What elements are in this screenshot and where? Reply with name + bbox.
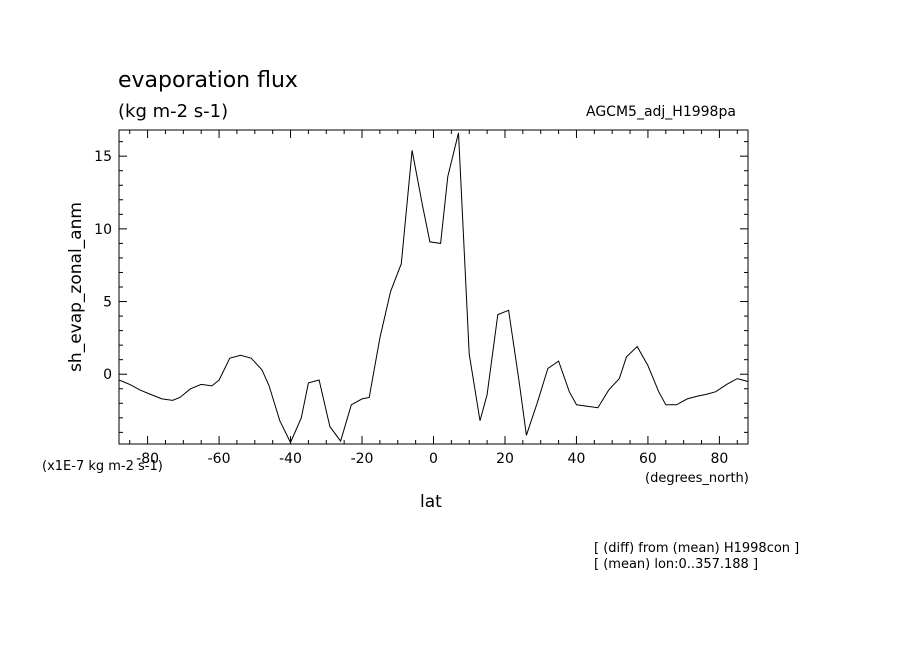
x-tick-label: 40: [568, 451, 586, 467]
series-line: [118, 132, 749, 444]
model-label: AGCM5_adj_H1998pa: [586, 104, 736, 120]
x-tick-label: -60: [208, 451, 231, 467]
x-tick-label: 0: [429, 451, 438, 467]
chart-subtitle-units: (kg m-2 s-1): [118, 101, 229, 122]
axis-ticks: [119, 130, 748, 444]
x-axis-label: lat: [420, 492, 442, 512]
x-axis-units: (degrees_north): [645, 471, 749, 486]
tick-labels: -80 -60 -40 -20 0 20 40 60 80 0 5 10 15: [94, 149, 728, 467]
x-tick-label: 80: [710, 451, 728, 467]
x-tick-label: -80: [136, 451, 159, 467]
y-axis-units: (x1E-7 kg m-2 s-1): [42, 459, 163, 474]
y-tick-label: 15: [94, 149, 112, 165]
x-tick-label: 60: [639, 451, 657, 467]
x-tick-label: -40: [279, 451, 302, 467]
y-tick-label: 0: [103, 367, 112, 383]
chart-title: evaporation flux: [118, 68, 298, 93]
mean-note: [ (mean) lon:0..357.188 ]: [594, 557, 759, 572]
x-tick-label: -20: [351, 451, 374, 467]
y-tick-label: 10: [94, 222, 112, 238]
diff-note: [ (diff) from (mean) H1998con ]: [594, 541, 800, 556]
plot-frame: [118, 129, 749, 445]
x-tick-label: 20: [496, 451, 514, 467]
y-tick-label: 5: [103, 295, 112, 311]
